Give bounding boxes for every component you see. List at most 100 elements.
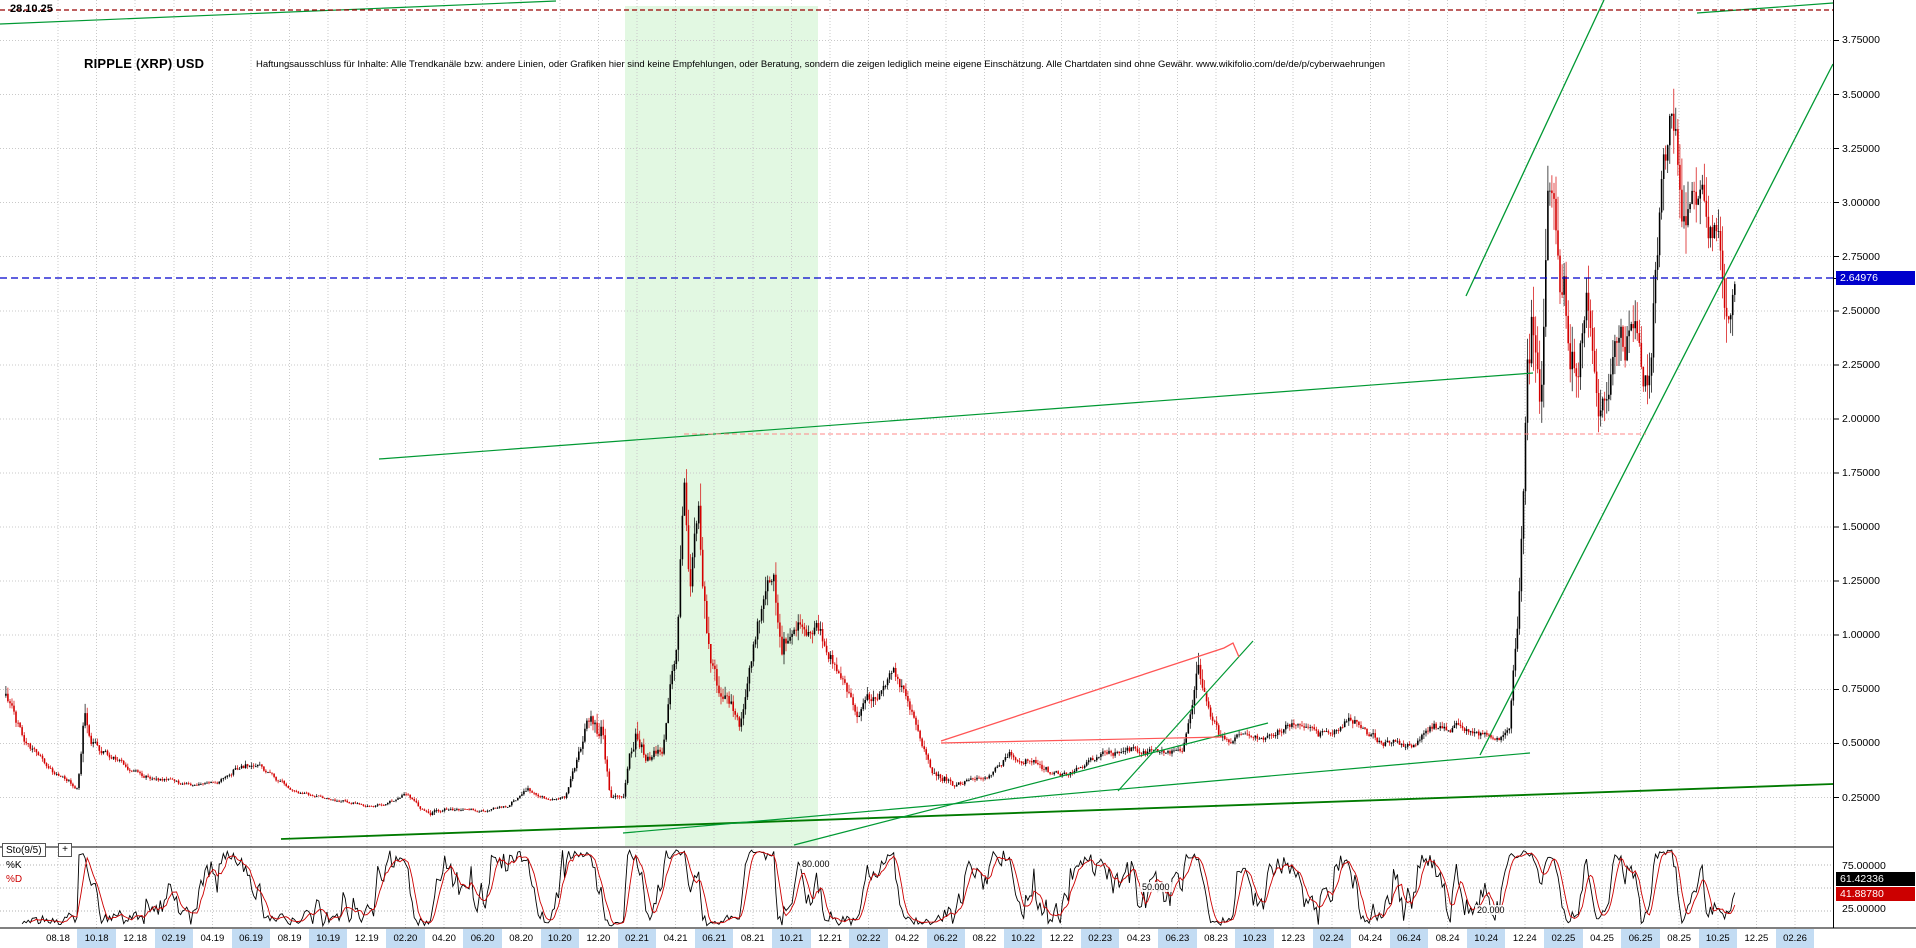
date-axis-label: 02.20 <box>386 929 425 948</box>
stochastic-level-label: 80.000 <box>800 859 832 870</box>
price-axis-label: 3.75000 <box>1842 34 1880 47</box>
date-axis-label: 08.18 <box>46 933 70 944</box>
date-axis-label: 08.22 <box>972 933 997 944</box>
date-axis-label: 02.19 <box>154 929 194 948</box>
date-axis-label: 06.23 <box>1158 929 1197 948</box>
chart-title: RIPPLE (XRP) USD <box>84 56 205 71</box>
grid-lines <box>0 0 1833 928</box>
disclaimer-text: Haftungsausschluss für Inhalte: Alle Tre… <box>256 59 1386 70</box>
stochastic-k-label: %K <box>6 860 22 871</box>
date-axis-label: 08.19 <box>277 933 302 944</box>
stochastic-axis-75-label: 75.00000 <box>1842 860 1886 872</box>
date-axis-label: 08.25 <box>1667 933 1692 944</box>
chart-date-label: 28.10.25 <box>10 3 53 15</box>
last-price-tag: 2.64976 <box>1836 271 1915 286</box>
date-axis-label: 06.25 <box>1621 929 1660 948</box>
date-axis-label: 08.20 <box>509 933 534 944</box>
price-axis-label: 0.25000 <box>1842 791 1880 804</box>
price-axis-label: 2.50000 <box>1842 304 1880 317</box>
trend-line-2023-steep <box>1117 640 1254 792</box>
date-axis-label: 06.19 <box>231 929 271 948</box>
date-axis-label: 12.23 <box>1281 933 1306 944</box>
date-axis-label: 04.25 <box>1590 933 1614 944</box>
trend-line-2022-support <box>793 722 1269 846</box>
stochastic-level-lines <box>0 864 1833 912</box>
date-axis-label: 04.19 <box>200 933 225 944</box>
date-axis-label: 06.24 <box>1389 929 1429 948</box>
date-axis-label: 02.26 <box>1775 929 1815 948</box>
trend-line-top-right <box>1696 2 1834 14</box>
stochastic-d-line <box>30 850 1736 925</box>
price-axis-label: 3.25000 <box>1842 142 1880 155</box>
date-axis-label: 04.22 <box>895 933 920 944</box>
trend-line-bottom-support-2 <box>622 752 1531 834</box>
date-axis-label: 04.24 <box>1358 933 1383 944</box>
trend-line-red-flat <box>940 736 1223 744</box>
date-axis-label: 12.20 <box>586 933 611 944</box>
trend-line-red-rising-hook <box>940 642 1240 742</box>
stochastic-level-label: 50.000 <box>1140 882 1172 892</box>
date-axis-label: 06.21 <box>694 929 734 948</box>
date-axis-label: 02.24 <box>1312 929 1352 948</box>
price-axis-label: 1.50000 <box>1842 521 1880 534</box>
date-axis-label: 10.18 <box>77 929 116 948</box>
trend-line-steep-upper <box>1465 0 1605 297</box>
date-axis-label: 10.20 <box>540 929 580 948</box>
price-axis-label: 3.50000 <box>1842 88 1880 101</box>
price-axis-label: 3.00000 <box>1842 196 1880 209</box>
axis-tick-marks <box>1833 39 1839 798</box>
date-axis-label: 12.19 <box>354 933 379 944</box>
price-axis-label: 1.75000 <box>1842 467 1880 479</box>
date-axis-label: 04.20 <box>432 933 456 944</box>
stochastic-d-value-tag: 41.88780 <box>1836 887 1915 902</box>
date-axis-label: 06.22 <box>926 929 966 948</box>
price-axis-label: 0.75000 <box>1842 683 1880 696</box>
date-axis-label: 04.21 <box>663 933 688 944</box>
date-axis-label: 12.25 <box>1744 933 1769 944</box>
pane-borders <box>0 0 1916 929</box>
date-axis-label: 12.21 <box>818 933 842 944</box>
trend-line-top-left <box>0 0 557 25</box>
date-axis-label: 12.22 <box>1049 933 1074 944</box>
stochastic-k-line <box>21 849 1736 928</box>
price-axis-label: 2.75000 <box>1842 250 1880 263</box>
date-axis-label: 10.21 <box>772 929 811 948</box>
date-axis-label: 08.23 <box>1204 933 1228 944</box>
stochastic-k-value-tag: 61.42336 <box>1836 872 1915 887</box>
date-axis-label: 10.22 <box>1003 929 1043 948</box>
date-axis-label: 02.21 <box>617 929 657 948</box>
date-axis-label: 12.24 <box>1512 933 1537 944</box>
stochastic-d-label: %D <box>6 874 23 885</box>
stochastic-axis-25-label: 25.00000 <box>1842 903 1886 915</box>
date-axis-label: 10.25 <box>1698 929 1738 948</box>
date-axis-label: 02.22 <box>849 929 888 948</box>
stochastic-indicator-button[interactable]: Sto(9/5) <box>2 843 46 857</box>
trend-line-bottom-support <box>280 783 1834 840</box>
date-axis-label: 04.23 <box>1126 933 1151 944</box>
date-axis-label: 10.24 <box>1466 929 1506 948</box>
date-axis-label: 12.18 <box>123 933 148 944</box>
price-axis-label: 2.25000 <box>1842 358 1880 371</box>
price-axis-label: 1.25000 <box>1842 575 1880 588</box>
date-axis-label: 08.21 <box>740 933 765 944</box>
add-indicator-button[interactable]: + <box>58 843 72 857</box>
date-axis-label: 08.24 <box>1435 933 1460 944</box>
date-axis-label: 10.19 <box>308 929 348 948</box>
candle-bodies-up <box>5 113 1736 815</box>
trend-line-mid-channel <box>378 372 1534 460</box>
price-axis-label: 2.00000 <box>1842 412 1880 425</box>
date-axis-label: 10.23 <box>1235 929 1274 948</box>
trend-line-steep-lower <box>1479 63 1834 756</box>
candle-bodies-down <box>7 113 1730 815</box>
date-axis-label: 02.23 <box>1080 929 1120 948</box>
stochastic-level-label: 20.000 <box>1475 904 1507 915</box>
date-axis-label: 02.25 <box>1544 929 1583 948</box>
date-axis-label: 06.20 <box>463 929 502 948</box>
price-axis-label: 0.50000 <box>1842 737 1880 750</box>
highlight-band <box>625 6 818 846</box>
candle-wicks-down <box>7 88 1730 817</box>
price-axis-label: 1.00000 <box>1842 629 1880 642</box>
candle-wicks-up <box>5 107 1736 816</box>
